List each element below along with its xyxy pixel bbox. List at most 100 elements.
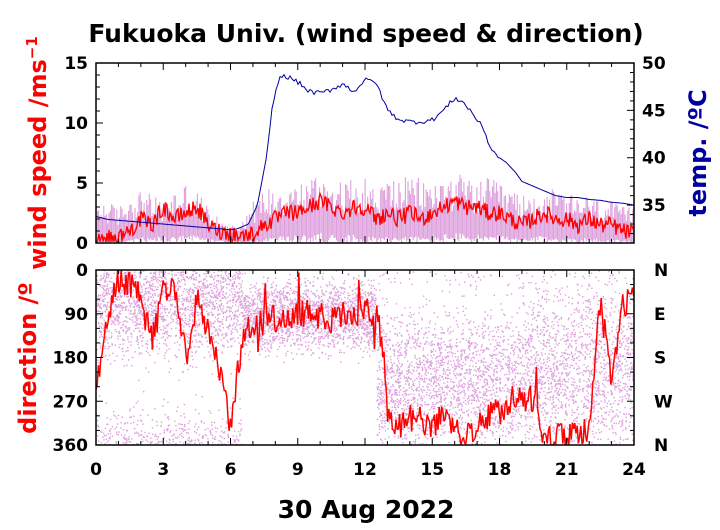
direction-point [459,374,462,377]
direction-point [153,317,155,319]
direction-point [210,276,212,278]
direction-point [427,354,429,356]
direction-point [520,335,522,337]
direction-point [273,292,276,294]
direction-point [279,342,281,344]
direction-point [437,379,439,381]
direction-point [440,434,442,436]
direction-point [252,295,254,297]
direction-point [340,298,343,300]
direction-point [190,305,193,307]
direction-point [115,433,118,435]
direction-point [259,297,261,299]
direction-point [220,330,222,332]
direction-point [279,317,281,319]
direction-point [319,338,322,340]
direction-point [201,343,204,346]
direction-point [257,290,259,292]
direction-point [185,300,187,302]
direction-point [419,378,421,380]
direction-point [254,312,256,315]
direction-point [464,394,466,397]
direction-point [241,363,243,365]
direction-point [123,275,126,277]
direction-point [102,295,104,297]
direction-point [282,304,284,306]
direction-point [162,316,164,318]
direction-point [368,339,370,342]
direction-point [268,327,270,329]
direction-point [185,429,187,431]
direction-point [132,316,134,318]
direction-point [270,329,272,332]
direction-point [218,325,221,327]
direction-point [243,316,245,318]
wind-speed-line [96,191,634,243]
direction-point [263,329,265,332]
direction-point [336,315,338,317]
direction-point [175,274,178,276]
direction-point [234,368,237,371]
direction-point [372,285,375,287]
direction-point [318,325,321,327]
direction-point [344,288,346,290]
direction-point [115,318,117,320]
direction-point [142,423,144,425]
direction-point [135,276,137,278]
direction-point [108,337,110,339]
direction-point [358,275,360,277]
direction-point [212,442,214,444]
direction-point [139,275,141,277]
direction-point [158,347,161,350]
direction-point [307,348,309,350]
direction-point [194,330,196,332]
direction-point [368,333,370,335]
direction-point [178,298,180,300]
direction-point [228,273,230,275]
direction-point [388,422,391,424]
direction-point [333,345,335,347]
direction-point [201,335,204,338]
direction-point [438,388,440,390]
direction-point [492,330,494,332]
direction-point [445,357,447,359]
direction-point [154,273,157,276]
direction-point [282,296,285,298]
direction-point [328,283,331,286]
temperature-tick-label: 50 [642,54,666,74]
direction-point [111,290,113,292]
direction-point [184,314,186,317]
direction-point [246,307,248,309]
direction-point [308,320,310,322]
direction-point [337,333,339,335]
direction-point [328,281,331,284]
direction-point [197,426,200,428]
direction-point [252,304,254,306]
direction-point [107,433,109,435]
direction-point [238,278,241,280]
direction-point [406,413,409,415]
direction-point [230,318,233,321]
direction-point [276,320,278,323]
direction-point [352,293,354,296]
direction-point [305,285,308,287]
direction-point [213,287,216,290]
direction-point [120,307,123,309]
direction-point [387,428,389,430]
direction-point [381,399,383,401]
direction-point [286,332,288,334]
direction-point [367,327,369,329]
wind-speed-axis-label: wind speed /ms−1 [23,36,52,270]
direction-point [98,299,101,302]
direction-point [114,318,116,320]
direction-point [192,283,195,285]
direction-point [480,359,483,361]
direction-point [140,321,142,323]
direction-point [168,335,170,337]
direction-point [261,347,263,350]
direction-point [271,311,274,313]
direction-point [259,292,261,294]
direction-point [266,342,268,344]
direction-point [241,294,243,297]
direction-point [180,435,183,437]
